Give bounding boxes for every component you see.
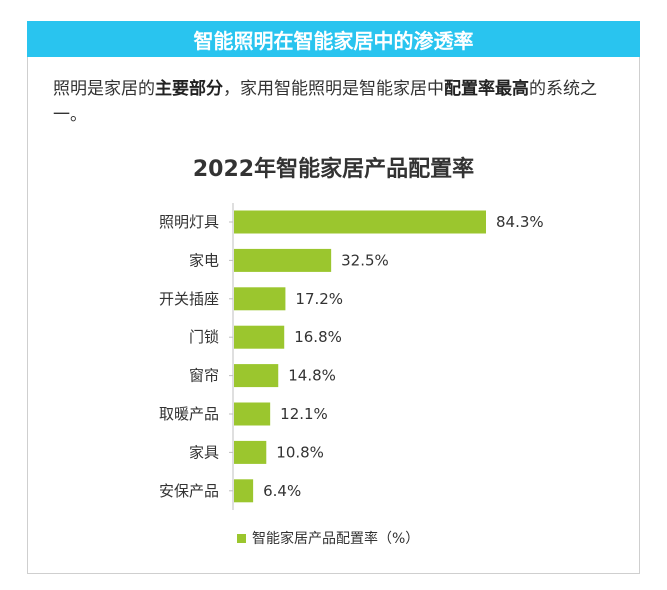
value-label: 14.8%: [288, 367, 336, 385]
value-label: 16.8%: [294, 328, 342, 346]
intro-bold-2: 配置率最高: [444, 79, 529, 99]
bar-2: [234, 287, 286, 311]
category-label: 窗帘: [189, 367, 219, 385]
header-title: 智能照明在智能家居中的渗透率: [193, 28, 474, 53]
bar-3: [234, 325, 285, 349]
legend-label: 智能家居产品配置率（%）: [252, 531, 420, 547]
category-label: 家电: [189, 251, 219, 269]
intro-part-3: 的系统之一。: [53, 79, 597, 125]
intro-text: 照明是家居的主要部分，家用智能照明是智能家居中配置率最高的系统之一。: [53, 76, 623, 128]
content-panel: [27, 57, 640, 574]
legend: 智能家居产品配置率（%）: [237, 528, 419, 548]
category-label: 门锁: [189, 328, 219, 346]
category-label: 照明灯具: [159, 213, 219, 231]
category-label: 开关插座: [159, 290, 219, 308]
intro-part-1: 照明是家居的: [53, 79, 155, 99]
bar-1: [234, 248, 332, 272]
bar-0: [234, 210, 486, 234]
category-label: 取暖产品: [159, 405, 219, 423]
category-label: 安保产品: [159, 482, 219, 500]
bar-4: [234, 364, 279, 388]
value-label: 84.3%: [496, 213, 544, 231]
header-banner: 智能照明在智能家居中的渗透率: [27, 21, 640, 57]
chart-title: 2022年智能家居产品配置率: [192, 157, 475, 182]
value-label: 17.2%: [295, 290, 343, 308]
intro-part-2: ，家用智能照明是智能家居中: [223, 79, 444, 99]
category-label: 家具: [189, 443, 219, 461]
bar-6: [234, 440, 267, 464]
legend-swatch: [237, 533, 246, 543]
value-label: 10.8%: [276, 443, 324, 461]
value-label: 32.5%: [341, 251, 389, 269]
bar-7: [234, 479, 254, 503]
value-label: 6.4%: [263, 482, 301, 500]
bar-5: [234, 402, 271, 426]
intro-bold-1: 主要部分: [155, 79, 223, 99]
value-label: 12.1%: [280, 405, 328, 423]
